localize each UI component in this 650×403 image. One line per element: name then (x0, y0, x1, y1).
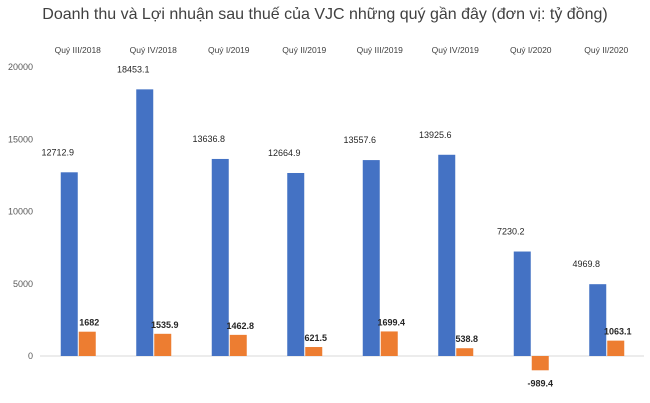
revenue-bar (136, 89, 154, 356)
profit-bar (380, 331, 398, 356)
y-tick-label: 15000 (8, 134, 33, 144)
data-label: -989.4 (527, 378, 553, 388)
data-label: 13636.8 (192, 134, 225, 144)
revenue-bar (438, 154, 456, 356)
profit-bar (78, 331, 96, 356)
chart-title: Doanh thu và Lợi nhuận sau thuế của VJC … (42, 6, 608, 23)
revenue-bar (287, 172, 305, 356)
data-label: 12712.9 (41, 147, 74, 157)
category-label: Quý II/2019 (282, 45, 326, 55)
data-label: 538.8 (455, 334, 478, 344)
revenue-bar (513, 251, 531, 356)
category-label: Quý III/2018 (55, 45, 102, 55)
category-label: Quý III/2019 (357, 45, 404, 55)
profit-bar (229, 334, 247, 356)
y-tick-label: 20000 (8, 62, 33, 72)
category-label: Quý I/2020 (510, 45, 552, 55)
data-label: 12664.9 (268, 148, 301, 158)
data-label: 1682 (79, 318, 99, 328)
profit-bar (607, 340, 625, 356)
category-label: Quý I/2019 (208, 45, 250, 55)
profit-bar (531, 356, 549, 371)
profit-bar (154, 333, 172, 356)
category-label: Quý IV/2019 (432, 45, 480, 55)
revenue-bar (60, 172, 78, 356)
data-label: 7230.2 (497, 227, 525, 237)
category-label: Quý IV/2018 (130, 45, 178, 55)
revenue-bar (589, 284, 607, 356)
data-label: 13557.6 (343, 135, 376, 145)
data-label: 13925.6 (419, 130, 452, 140)
y-tick-label: 10000 (8, 207, 33, 217)
category-label: Quý II/2020 (584, 45, 628, 55)
y-tick-label: 0 (28, 351, 33, 361)
revenue-bar (362, 160, 380, 356)
profit-bar (305, 347, 323, 356)
profit-bar (456, 348, 474, 356)
data-label: 1535.9 (151, 320, 179, 330)
data-label: 18453.1 (117, 64, 150, 74)
data-label: 621.5 (304, 333, 327, 343)
y-tick-label: 5000 (13, 279, 33, 289)
data-label: 1063.1 (604, 327, 632, 337)
data-label: 1462.8 (226, 321, 254, 331)
revenue-bar (211, 158, 229, 356)
data-label: 4969.8 (572, 259, 600, 269)
data-label: 1699.4 (377, 317, 405, 327)
